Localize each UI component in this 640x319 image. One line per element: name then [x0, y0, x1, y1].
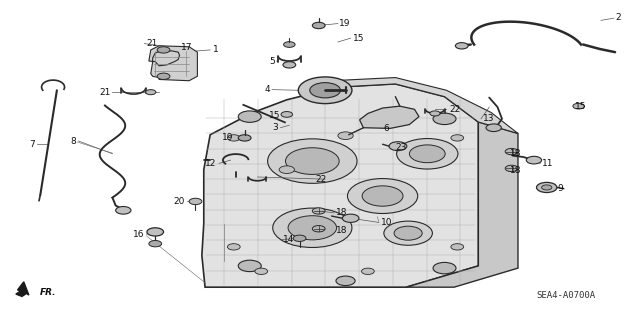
Circle shape	[342, 214, 359, 222]
Text: 2: 2	[615, 13, 621, 22]
Circle shape	[362, 186, 403, 206]
Text: 22: 22	[449, 105, 460, 114]
Text: 23: 23	[396, 143, 407, 152]
Circle shape	[536, 182, 557, 193]
Circle shape	[505, 148, 518, 155]
Circle shape	[149, 241, 162, 247]
Polygon shape	[332, 78, 518, 133]
Circle shape	[338, 132, 353, 139]
Polygon shape	[16, 282, 29, 296]
Circle shape	[430, 111, 440, 116]
Circle shape	[227, 244, 240, 250]
Circle shape	[312, 22, 325, 29]
Text: 18: 18	[336, 226, 348, 234]
Circle shape	[312, 226, 325, 232]
Text: 15: 15	[353, 34, 365, 43]
Polygon shape	[202, 84, 478, 287]
Text: 9: 9	[557, 184, 563, 193]
Circle shape	[394, 226, 422, 240]
Circle shape	[189, 198, 202, 204]
Text: 8: 8	[70, 137, 76, 145]
Circle shape	[526, 156, 541, 164]
Text: 17: 17	[180, 43, 192, 52]
Circle shape	[384, 221, 433, 245]
Text: 7: 7	[29, 140, 35, 149]
Circle shape	[451, 135, 464, 141]
Text: 4: 4	[264, 85, 270, 94]
Circle shape	[336, 276, 355, 286]
Circle shape	[298, 77, 352, 104]
Circle shape	[283, 62, 296, 68]
Circle shape	[157, 47, 170, 53]
Text: 6: 6	[384, 124, 390, 133]
Circle shape	[255, 268, 268, 274]
Circle shape	[147, 228, 164, 236]
Text: 18: 18	[510, 166, 522, 175]
Text: 11: 11	[542, 159, 554, 168]
Circle shape	[410, 145, 445, 163]
Circle shape	[348, 179, 418, 213]
Text: 14: 14	[283, 235, 294, 244]
Circle shape	[116, 206, 131, 214]
Circle shape	[486, 124, 501, 131]
Circle shape	[433, 113, 456, 124]
Text: 3: 3	[273, 123, 278, 132]
Circle shape	[451, 244, 464, 250]
Circle shape	[389, 142, 407, 151]
Text: 5: 5	[269, 56, 275, 65]
Circle shape	[284, 42, 295, 48]
Circle shape	[505, 165, 518, 172]
Circle shape	[285, 148, 339, 174]
Text: 1: 1	[212, 45, 218, 55]
Circle shape	[281, 112, 292, 117]
Text: 15: 15	[269, 111, 280, 120]
Text: FR.: FR.	[40, 288, 57, 297]
Polygon shape	[360, 106, 419, 128]
Polygon shape	[406, 122, 518, 287]
Text: 20: 20	[173, 197, 184, 206]
Circle shape	[312, 208, 325, 214]
Circle shape	[279, 166, 294, 174]
Text: 22: 22	[315, 175, 326, 184]
Text: SEA4-A0700A: SEA4-A0700A	[536, 291, 595, 300]
Text: 19: 19	[222, 133, 234, 142]
Circle shape	[238, 135, 251, 141]
Circle shape	[238, 111, 261, 122]
Text: 13: 13	[483, 114, 494, 123]
Circle shape	[268, 139, 357, 183]
Circle shape	[397, 138, 458, 169]
Circle shape	[288, 216, 337, 240]
Circle shape	[273, 208, 352, 248]
Circle shape	[541, 185, 552, 190]
Circle shape	[227, 135, 240, 141]
Text: 21: 21	[99, 88, 111, 97]
Text: 21: 21	[147, 39, 157, 48]
Circle shape	[293, 235, 306, 241]
Text: 15: 15	[575, 102, 587, 111]
Circle shape	[238, 260, 261, 271]
Text: 10: 10	[381, 218, 392, 227]
Text: 18: 18	[510, 149, 522, 158]
Circle shape	[456, 43, 468, 49]
Polygon shape	[149, 46, 197, 81]
Circle shape	[573, 103, 584, 109]
Text: 16: 16	[133, 230, 145, 239]
Text: 19: 19	[339, 19, 351, 28]
Text: 12: 12	[205, 159, 216, 168]
Circle shape	[146, 90, 156, 95]
Circle shape	[310, 83, 340, 98]
Circle shape	[157, 73, 170, 79]
Circle shape	[433, 263, 456, 274]
Circle shape	[362, 268, 374, 274]
Text: 18: 18	[336, 208, 348, 217]
